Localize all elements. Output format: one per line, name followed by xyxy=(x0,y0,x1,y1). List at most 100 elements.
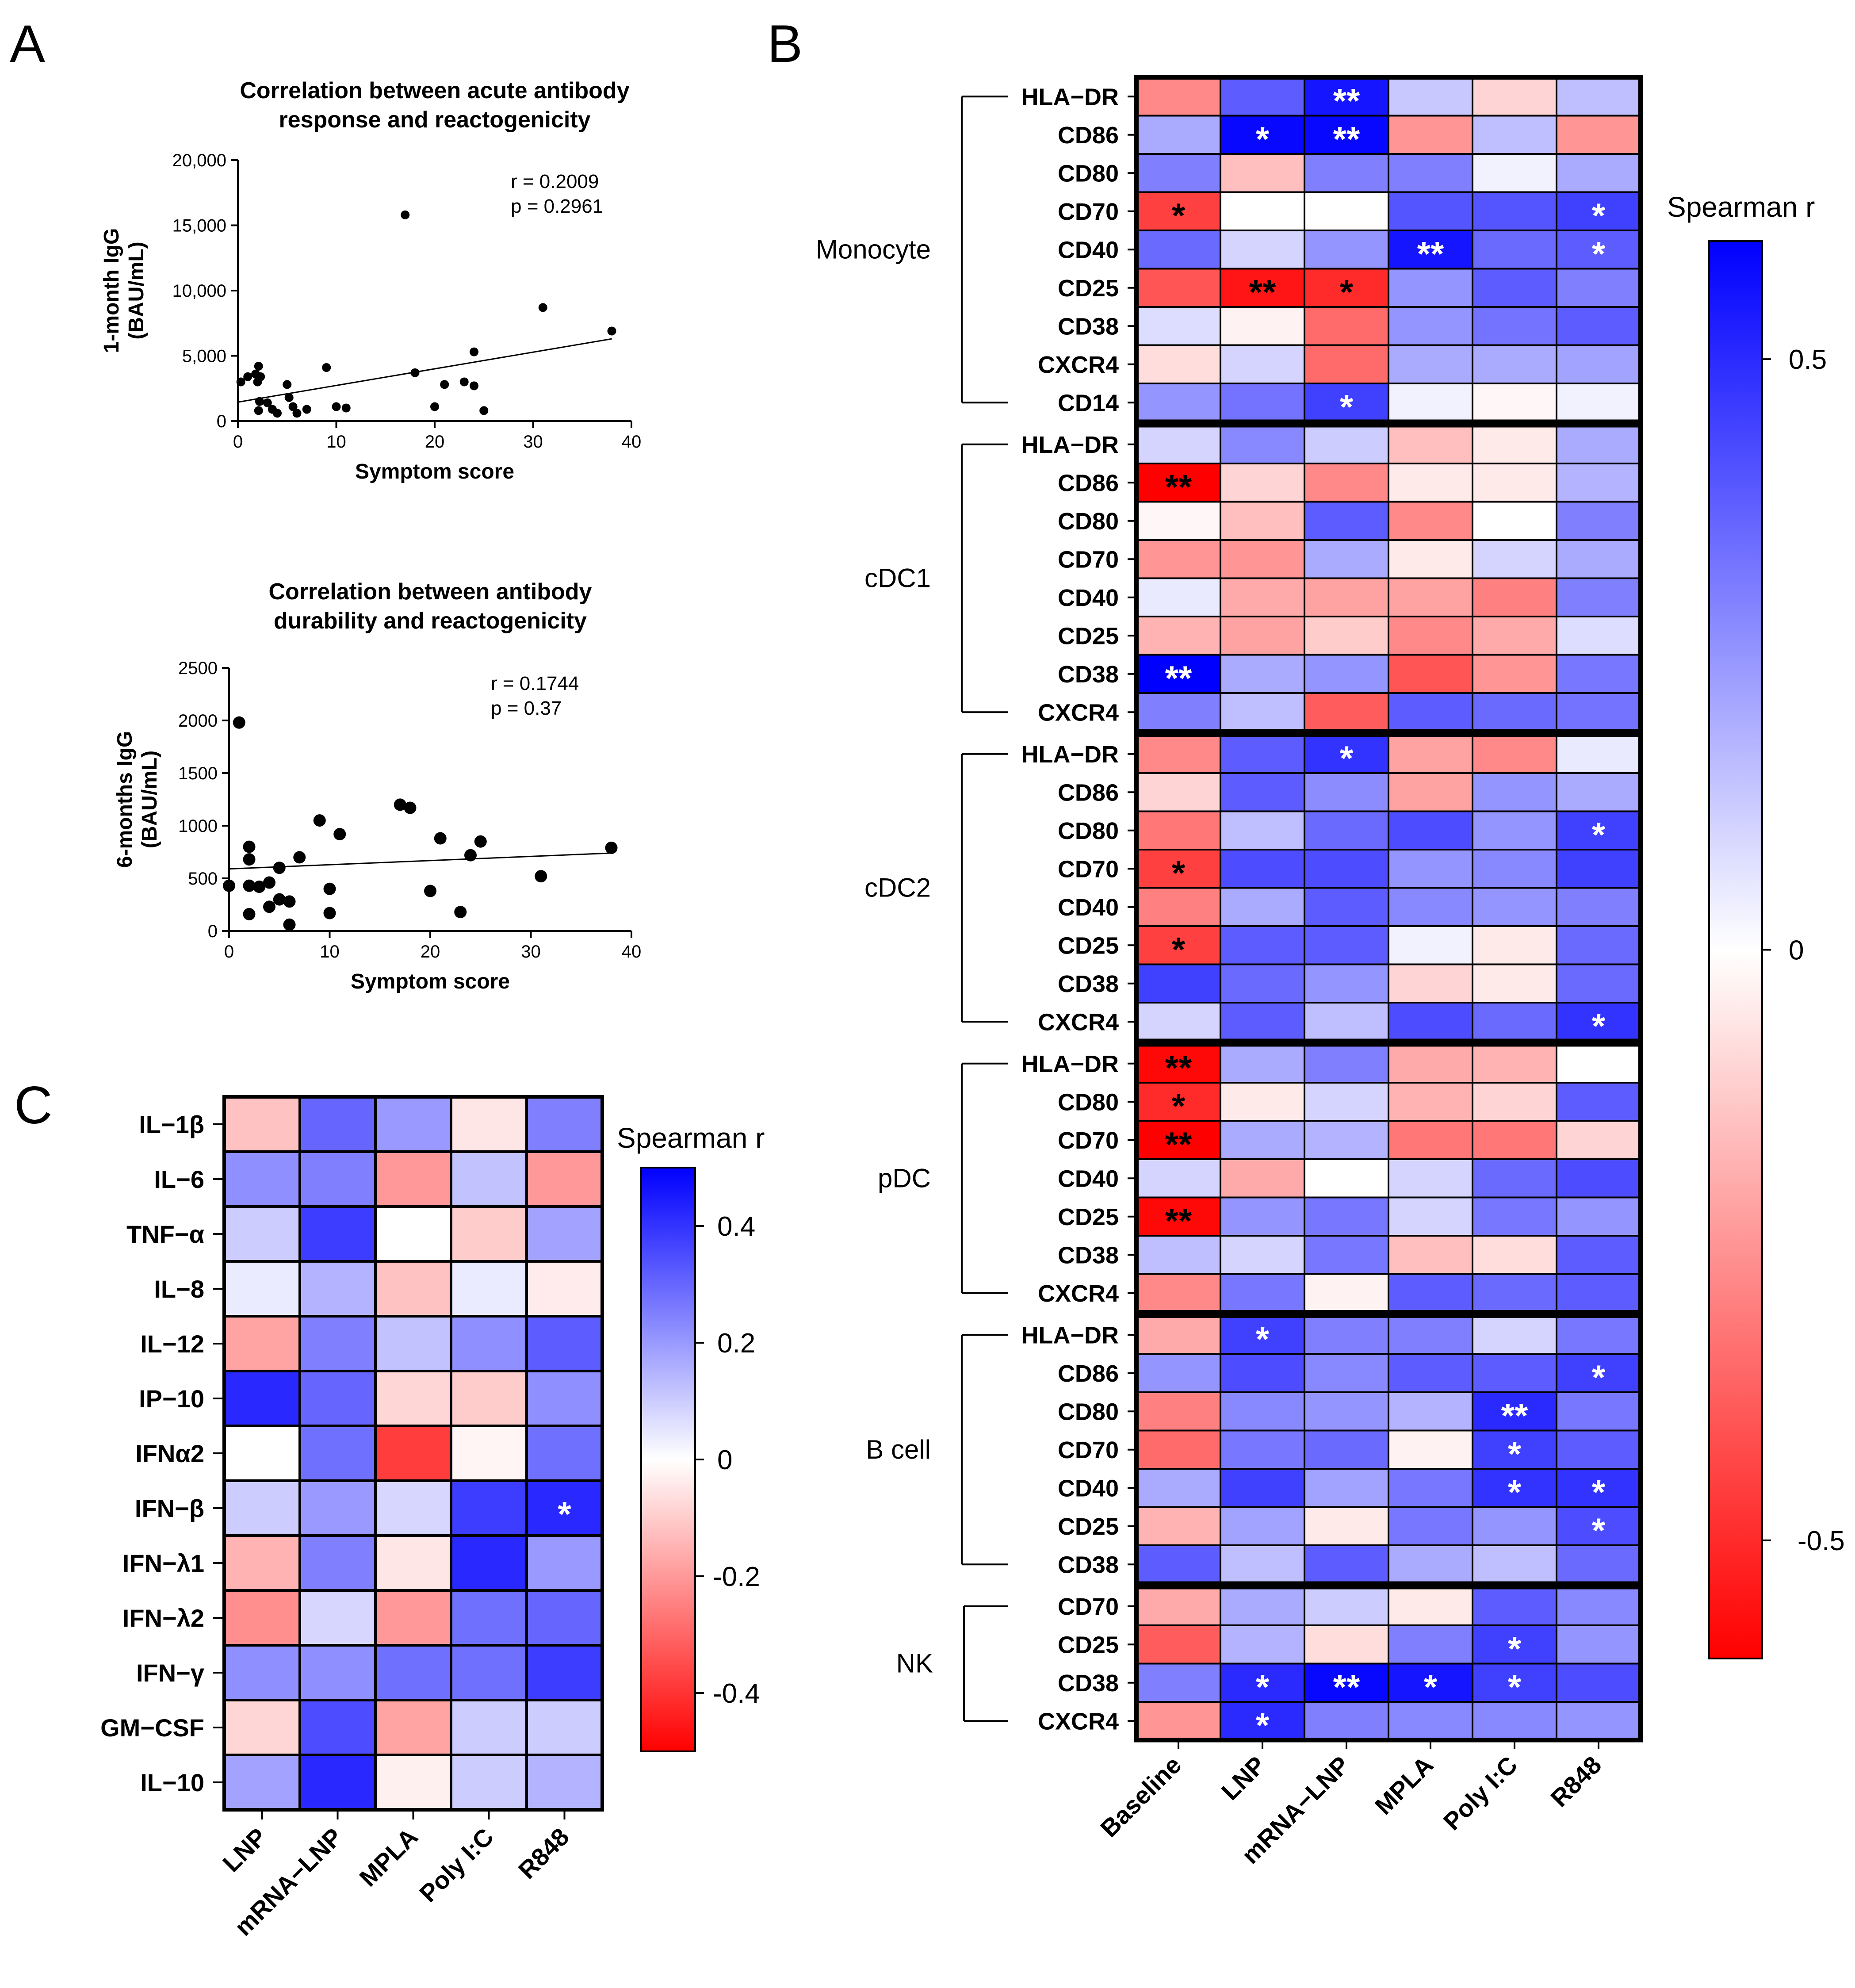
heatmap-cell xyxy=(1472,1273,1557,1313)
chart-title-line: Correlation between antibody xyxy=(269,579,592,605)
row-label: CD80 xyxy=(1058,818,1119,844)
heatmap-cell xyxy=(1136,1235,1221,1275)
heatmap-cell xyxy=(1472,115,1557,155)
significance-marker: * xyxy=(1256,1667,1270,1706)
y-axis-label-line: (BAU/mL) xyxy=(138,751,161,848)
row-label: CD38 xyxy=(1058,1551,1119,1578)
heatmap-cell xyxy=(1304,268,1389,308)
heatmap-cell xyxy=(1472,1544,1557,1585)
heatmap-cell xyxy=(525,1699,604,1756)
heatmap-cell xyxy=(1304,424,1389,464)
row-label: CD25 xyxy=(1058,1204,1119,1230)
heatmap-cell xyxy=(1220,963,1305,1004)
heatmap-cell xyxy=(1472,501,1557,541)
significance-marker: * xyxy=(1592,815,1606,854)
heatmap-cell xyxy=(1388,849,1473,889)
row-label: CXCR4 xyxy=(1038,352,1119,378)
regression-line xyxy=(229,852,612,870)
heatmap-cell xyxy=(1220,344,1305,384)
heatmap-cell xyxy=(450,1315,528,1372)
heatmap-cell xyxy=(1136,153,1221,193)
heatmap-cell xyxy=(1136,383,1221,423)
heatmap-cell xyxy=(1136,963,1221,1004)
heatmap-cell xyxy=(1304,1544,1389,1585)
heatmap-cell xyxy=(1304,577,1389,617)
row-label: CD40 xyxy=(1058,894,1119,921)
row-label: CD80 xyxy=(1058,1089,1119,1115)
heatmap-cell xyxy=(1220,1002,1305,1042)
row-label: IP−10 xyxy=(139,1385,204,1413)
heatmap-cell xyxy=(450,1644,528,1701)
significance-marker: * xyxy=(1256,1319,1270,1358)
heatmap-cell xyxy=(1472,77,1557,117)
heatmap-cell xyxy=(525,1589,604,1647)
heatmap-cell xyxy=(374,1589,452,1647)
row-label: HLA−DR xyxy=(1021,741,1119,768)
heatmap-cell xyxy=(1136,1586,1221,1626)
heatmap-cell xyxy=(1556,925,1641,965)
heatmap-cell xyxy=(1556,1235,1641,1275)
heatmap-cell xyxy=(1388,577,1473,617)
row-label: CD40 xyxy=(1058,1165,1119,1192)
row-label: IFN−γ xyxy=(136,1659,204,1687)
heatmap-cell xyxy=(1388,1235,1473,1275)
data-point xyxy=(410,368,420,377)
heatmap-cell xyxy=(374,1315,452,1372)
heatmap-cell xyxy=(1556,383,1641,423)
heatmap-cell xyxy=(1304,539,1389,579)
heatmap-cell xyxy=(1136,230,1221,270)
group-label: cDC2 xyxy=(864,873,931,903)
heatmap-cell xyxy=(374,1205,452,1263)
heatmap-cell xyxy=(1388,1391,1473,1432)
heatmap-cell xyxy=(1220,849,1305,889)
heatmap-cell xyxy=(1472,925,1557,965)
heatmap-cell xyxy=(525,1644,604,1701)
heatmap-cell xyxy=(1556,849,1641,889)
heatmap-cell xyxy=(1556,77,1641,117)
heatmap-cell xyxy=(1304,616,1389,656)
data-point xyxy=(283,895,296,908)
heatmap-cell xyxy=(298,1096,377,1153)
data-point xyxy=(236,377,245,387)
row-label: CD70 xyxy=(1058,546,1119,573)
heatmap-cell xyxy=(1220,1273,1305,1313)
significance-marker: * xyxy=(1172,853,1186,892)
heatmap-cell xyxy=(374,1699,452,1756)
data-point xyxy=(253,881,266,893)
heatmap-cell xyxy=(1556,1586,1641,1626)
data-point xyxy=(470,381,478,391)
heatmap-cell xyxy=(1220,810,1305,850)
heatmap-cell xyxy=(1388,230,1473,270)
data-point xyxy=(332,402,341,411)
heatmap-cell xyxy=(450,1150,528,1208)
data-point xyxy=(607,326,616,336)
group-border xyxy=(1134,75,1643,424)
column-label: MPLA xyxy=(1369,1751,1439,1820)
data-point xyxy=(470,347,478,356)
heatmap-cell xyxy=(1136,268,1221,308)
heatmap-cell xyxy=(1304,1391,1389,1432)
heatmap-cell xyxy=(1556,1544,1641,1585)
heatmap-cell xyxy=(374,1644,452,1701)
data-point xyxy=(233,716,245,729)
heatmap-cell xyxy=(1556,539,1641,579)
heatmap-cell xyxy=(1472,963,1557,1004)
heatmap-cell xyxy=(1220,692,1305,732)
y-axis-label-line: (BAU/mL) xyxy=(125,241,148,339)
heatmap-cell xyxy=(298,1315,377,1372)
heatmap-cell xyxy=(1556,501,1641,541)
group-border xyxy=(1134,1314,1643,1586)
heatmap-cell xyxy=(1472,1701,1557,1741)
heatmap-cell xyxy=(1472,577,1557,617)
y-tick-label: 0 xyxy=(217,412,226,431)
heatmap-cell xyxy=(1472,772,1557,812)
row-label: TNF−α xyxy=(126,1220,204,1248)
heatmap-cell xyxy=(374,1479,452,1537)
data-point xyxy=(323,907,336,919)
y-tick-label: 2000 xyxy=(178,711,218,731)
heatmap-cell xyxy=(450,1534,528,1592)
row-label: CD38 xyxy=(1058,1242,1119,1268)
heatmap-cell xyxy=(1220,1624,1305,1665)
heatmap-cell xyxy=(1388,1196,1473,1237)
heatmap-cell xyxy=(1388,1468,1473,1508)
